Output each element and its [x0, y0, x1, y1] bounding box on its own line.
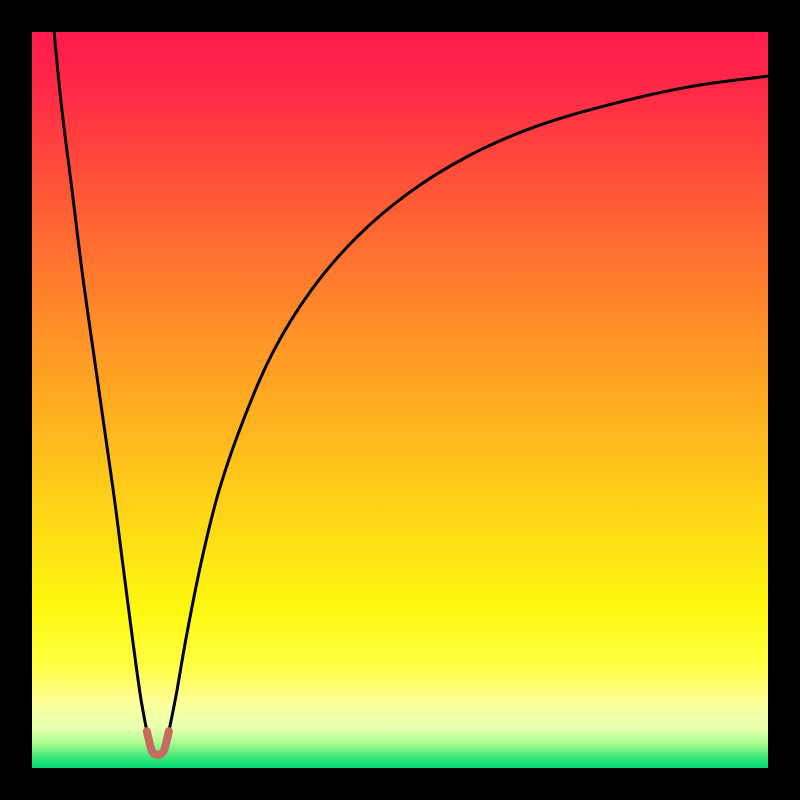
plot-frame [0, 0, 800, 32]
plot-background-gradient [32, 32, 768, 768]
plot-frame [768, 32, 800, 768]
plot-frame [0, 768, 800, 800]
bottleneck-plot [32, 32, 768, 768]
plot-frame [0, 32, 32, 768]
